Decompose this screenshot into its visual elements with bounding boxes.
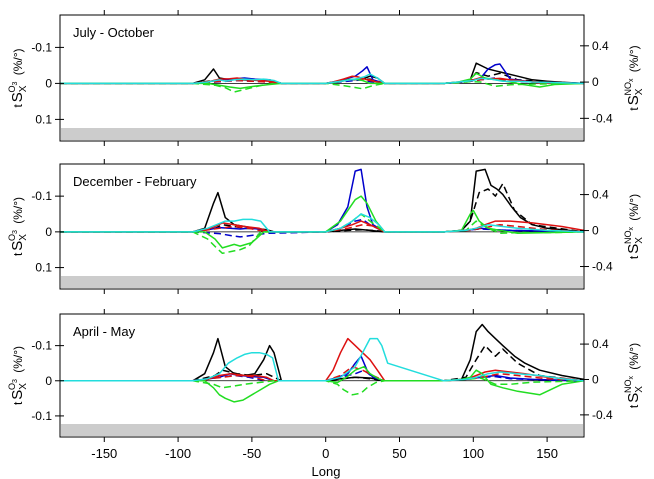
series-line-red-solid	[60, 337, 584, 382]
right-axis-label: tSXNOx (%/°)	[623, 194, 645, 259]
series-line-cyan-solid	[60, 213, 584, 233]
right-tick-label: 0.4	[592, 188, 609, 202]
series-line-blue-solid	[60, 355, 584, 382]
series-line-green-solid	[60, 195, 584, 249]
left-tick-label: 0.1	[35, 261, 52, 275]
right-tick-label: -0.4	[592, 408, 613, 422]
left-tick-label: -0.1	[31, 409, 52, 423]
gray-band	[61, 276, 583, 288]
panel-title: July - October	[73, 25, 155, 40]
series-line-cyan-solid	[60, 73, 584, 85]
gray-band	[61, 128, 583, 140]
series-line-black-dashed	[60, 182, 584, 233]
x-axis-ticks: -150 -100 -50 0 50 100 150	[91, 446, 558, 461]
panels: 0.1 0 -0.1 -0.4 0 0.4 July - October tSXO3 (%/°…	[7, 10, 645, 442]
right-tick-label: -0.4	[592, 111, 613, 125]
x-tick-label: 100	[462, 446, 484, 461]
panel-1: 0.1 0 -0.1 -0.4 0 0.4 July - October tSXO3 (%/°…	[7, 10, 645, 146]
series-line-green-dashed	[60, 213, 584, 255]
left-tick-label: -0.1	[31, 40, 52, 54]
left-tick-label: 0	[45, 225, 52, 239]
left-axis-label: tSXO3 (%/°)	[7, 346, 29, 405]
series-line-blue-dashed	[60, 218, 584, 238]
series-line-green-dashed	[60, 80, 584, 93]
panel-title: December - February	[73, 174, 197, 189]
panel-3: -0.1 0 -0.1 -0.4 0 0.4 April - May tSXO3 (%/°) t…	[7, 309, 645, 442]
left-tick-label: -0.1	[31, 189, 52, 203]
left-axis-label: tSXO3 (%/°)	[7, 197, 29, 256]
series-line-cyan-solid	[60, 337, 584, 382]
x-axis-label: Long	[312, 464, 341, 479]
right-tick-label: 0.4	[592, 337, 609, 351]
series-line-blue-dashed	[60, 369, 584, 382]
series-line-black-dashed	[60, 344, 584, 382]
left-tick-label: 0.1	[35, 112, 52, 126]
x-tick-label: -100	[165, 446, 191, 461]
right-tick-label: 0	[592, 372, 599, 386]
left-tick-label: -0.1	[31, 339, 52, 353]
series-group	[60, 168, 584, 255]
left-tick-label: 0	[45, 76, 52, 90]
x-tick-label: 150	[536, 446, 558, 461]
series-line-red-dashed	[60, 365, 584, 382]
gray-band	[61, 424, 583, 436]
series-line-red-dashed	[60, 77, 584, 85]
right-tick-label: -0.4	[592, 260, 613, 274]
series-group	[60, 62, 584, 93]
x-tick-label: -150	[91, 446, 117, 461]
x-tick-label: 0	[322, 446, 329, 461]
right-tick-label: 0	[592, 75, 599, 89]
plot-frame	[59, 14, 585, 142]
left-tick-label: 0	[45, 374, 52, 388]
panel-title: April - May	[73, 324, 136, 339]
series-line-green-dashed	[60, 377, 584, 396]
series-line-red-dashed	[60, 223, 584, 233]
series-group	[60, 323, 584, 403]
right-tick-label: 0.4	[592, 39, 609, 53]
series-line-red-solid	[60, 220, 584, 233]
right-axis-label: tSXNOx (%/°)	[623, 45, 645, 110]
right-tick-label: 0	[592, 224, 599, 238]
series-line-green-solid	[60, 365, 584, 403]
plot-frame	[59, 313, 585, 438]
right-axis-label: tSXNOx (%/°)	[623, 343, 645, 408]
panel-2: 0.1 0 -0.1 -0.4 0 0.4 December - February tSXO3…	[7, 159, 645, 294]
left-axis-label: tSXO3 (%/°)	[7, 48, 29, 107]
plot-frame	[59, 163, 585, 290]
x-tick-label: 50	[392, 446, 406, 461]
x-tick-label: -50	[242, 446, 261, 461]
